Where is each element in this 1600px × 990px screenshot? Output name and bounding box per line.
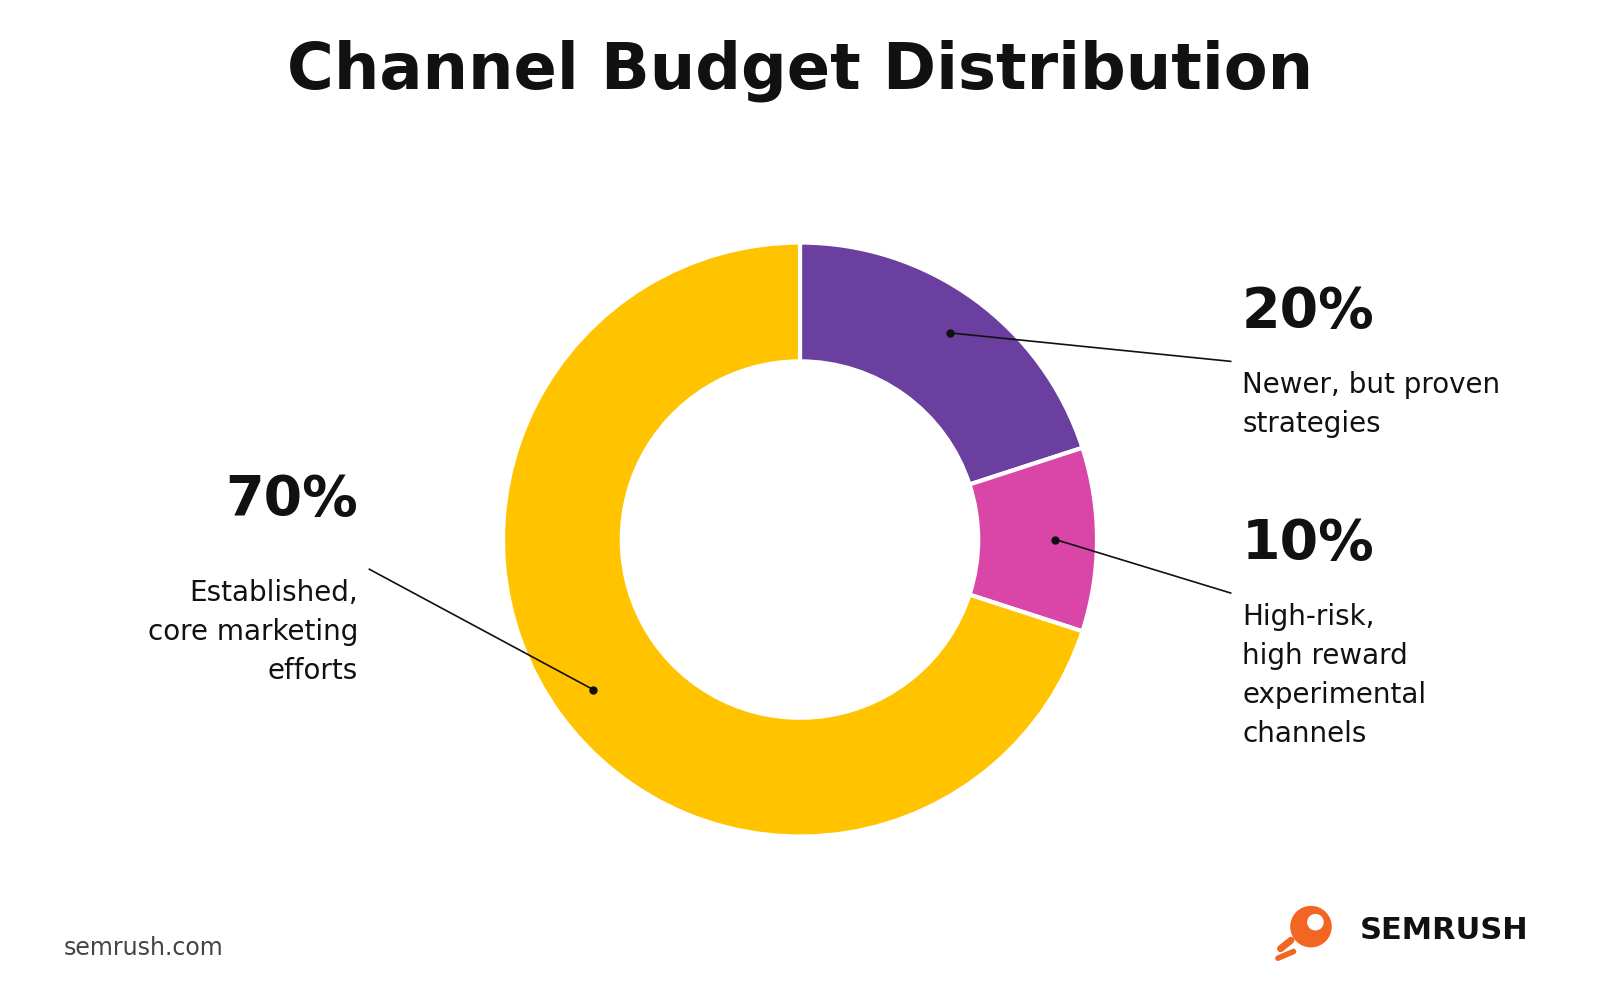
Text: 70%: 70%	[226, 473, 358, 527]
Text: semrush.com: semrush.com	[64, 937, 224, 960]
Text: SEMRUSH: SEMRUSH	[1360, 916, 1528, 945]
Text: Established,
core marketing
efforts: Established, core marketing efforts	[147, 579, 358, 685]
Text: 10%: 10%	[1242, 517, 1374, 570]
Text: High-risk,
high reward
experimental
channels: High-risk, high reward experimental chan…	[1242, 603, 1426, 747]
Wedge shape	[970, 447, 1098, 632]
Wedge shape	[800, 243, 1083, 484]
Circle shape	[1307, 914, 1323, 931]
FancyArrowPatch shape	[1280, 940, 1291, 948]
Circle shape	[1290, 906, 1331, 947]
Text: Channel Budget Distribution: Channel Budget Distribution	[286, 40, 1314, 102]
Text: Newer, but proven
strategies: Newer, but proven strategies	[1242, 371, 1501, 439]
Text: 20%: 20%	[1242, 285, 1374, 339]
Wedge shape	[502, 243, 1083, 837]
FancyArrowPatch shape	[1278, 951, 1293, 958]
